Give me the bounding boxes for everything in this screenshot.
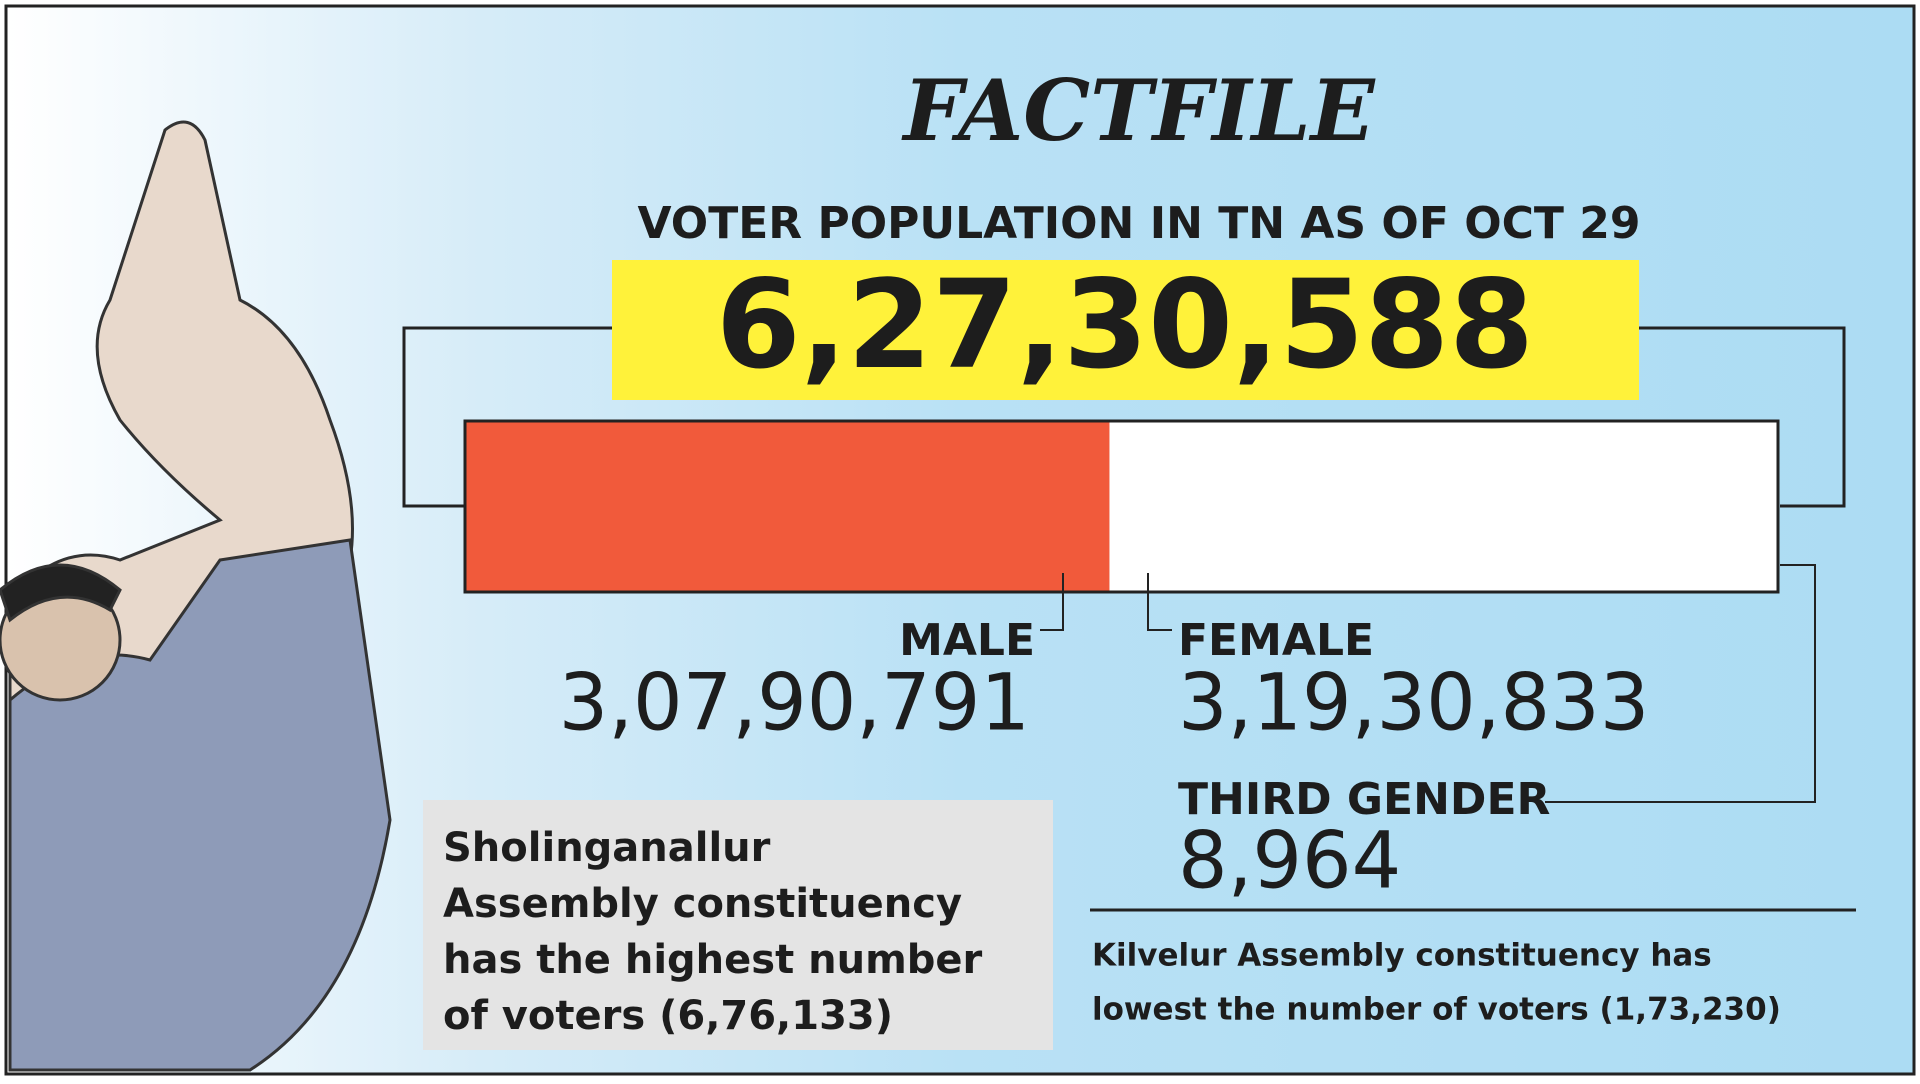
subtitle: VOTER POPULATION IN TN AS OF OCT 29	[638, 198, 1641, 249]
bar-segment	[465, 421, 1109, 592]
note-line: lowest the number of voters (1,73,230)	[1092, 992, 1781, 1028]
title: FACTFILE	[901, 61, 1375, 160]
note-line: Kilvelur Assembly constituency has	[1092, 938, 1712, 974]
note-line: of voters (6,76,133)	[443, 993, 893, 1039]
total-value: 6,27,30,588	[716, 254, 1534, 396]
female-value: 3,19,30,833	[1178, 658, 1649, 748]
male-value: 3,07,90,791	[559, 658, 1030, 748]
note-line: Sholinganallur	[443, 825, 771, 871]
bar-segment	[1109, 421, 1777, 592]
note-line: Assembly constituency	[443, 881, 962, 927]
proportion-bar	[465, 421, 1778, 592]
third-gender-value: 8,964	[1178, 816, 1401, 906]
note-line: has the highest number	[443, 937, 983, 983]
